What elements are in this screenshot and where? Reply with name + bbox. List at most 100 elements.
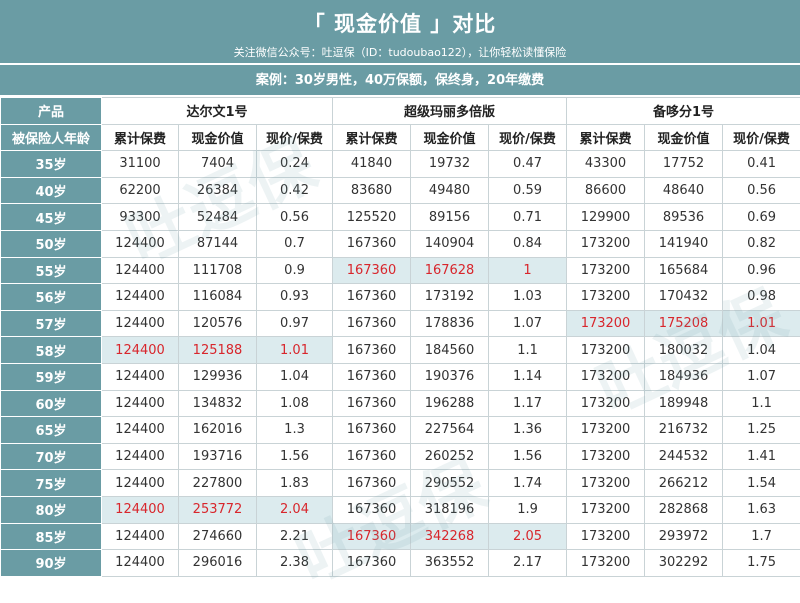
table-cell: 173200 [567, 257, 645, 284]
table-cell: 1.17 [489, 390, 567, 417]
table-cell: 274660 [179, 523, 257, 550]
product-label: 产品 [1, 98, 102, 125]
table-cell: 1.75 [723, 550, 800, 577]
table-cell: 0.98 [723, 284, 800, 311]
table-cell: 260252 [411, 443, 489, 470]
table-cell: 167360 [333, 550, 411, 577]
table-cell: 167360 [333, 284, 411, 311]
table-cell: 167360 [333, 363, 411, 390]
table-cell: 48640 [645, 177, 723, 204]
table-cell: 342268 [411, 523, 489, 550]
table-cell: 1.1 [489, 337, 567, 364]
table-cell: 124400 [102, 363, 179, 390]
product-header-row: 产品 达尔文1号 超级玛丽多倍版 备哆分1号 [1, 98, 800, 125]
table-cell: 1.03 [489, 284, 567, 311]
table-cell: 124400 [102, 390, 179, 417]
table-cell: 190376 [411, 363, 489, 390]
table-cell: 1.14 [489, 363, 567, 390]
table-cell: 167360 [333, 496, 411, 523]
table-cell: 0.97 [257, 310, 333, 337]
title-bar: 「 现金价值 」对比 关注微信公众号：吐逗保（ID：tudoubao122），让… [0, 0, 800, 65]
table-cell: 178836 [411, 310, 489, 337]
table-cell: 363552 [411, 550, 489, 577]
table-cell: 0.96 [723, 257, 800, 284]
age-cell: 40岁 [1, 177, 102, 204]
table-cell: 167360 [333, 230, 411, 257]
table-cell: 167360 [333, 390, 411, 417]
table-cell: 0.84 [489, 230, 567, 257]
cash-value-table: 产品 达尔文1号 超级玛丽多倍版 备哆分1号 被保险人年龄 累计保费 现金价值 … [0, 97, 800, 577]
page: 「 现金价值 」对比 关注微信公众号：吐逗保（ID：tudoubao122），让… [0, 0, 800, 577]
table-cell: 0.71 [489, 204, 567, 231]
column-header: 累计保费 [102, 124, 179, 151]
table-cell: 89156 [411, 204, 489, 231]
age-label: 被保险人年龄 [1, 124, 102, 151]
table-cell: 167360 [333, 337, 411, 364]
table-cell: 141940 [645, 230, 723, 257]
table-cell: 167360 [333, 417, 411, 444]
age-cell: 60岁 [1, 390, 102, 417]
table-cell: 1.07 [489, 310, 567, 337]
page-subtitle: 关注微信公众号：吐逗保（ID：tudoubao122），让你轻松读懂保险 [0, 44, 800, 60]
age-cell: 45岁 [1, 204, 102, 231]
table-cell: 184936 [645, 363, 723, 390]
table-cell: 124400 [102, 284, 179, 311]
table-cell: 175208 [645, 310, 723, 337]
table-cell: 0.93 [257, 284, 333, 311]
table-cell: 1.7 [723, 523, 800, 550]
table-cell: 124400 [102, 417, 179, 444]
table-cell: 180032 [645, 337, 723, 364]
table-cell: 173200 [567, 363, 645, 390]
case-description: 案例：30岁男性，40万保额，保终身，20年缴费 [0, 65, 800, 97]
table-cell: 1 [489, 257, 567, 284]
table-cell: 290552 [411, 470, 489, 497]
table-cell: 125188 [179, 337, 257, 364]
table-cell: 0.56 [723, 177, 800, 204]
column-header: 现金价值 [179, 124, 257, 151]
page-title: 「 现金价值 」对比 [0, 8, 800, 38]
table-cell: 31100 [102, 151, 179, 178]
table-cell: 124400 [102, 337, 179, 364]
column-header: 现价/保费 [489, 124, 567, 151]
age-cell: 35岁 [1, 151, 102, 178]
table-cell: 173200 [567, 390, 645, 417]
table-cell: 124400 [102, 443, 179, 470]
column-header-row: 被保险人年龄 累计保费 现金价值 现价/保费 累计保费 现金价值 现价/保费 累… [1, 124, 800, 151]
product-name: 备哆分1号 [567, 98, 800, 125]
table-cell: 1.56 [257, 443, 333, 470]
age-cell: 70岁 [1, 443, 102, 470]
age-cell: 57岁 [1, 310, 102, 337]
table-cell: 173200 [567, 284, 645, 311]
table-cell: 1.56 [489, 443, 567, 470]
table-cell: 1.1 [723, 390, 800, 417]
age-cell: 56岁 [1, 284, 102, 311]
product-name: 超级玛丽多倍版 [333, 98, 567, 125]
table-cell: 244532 [645, 443, 723, 470]
table-cell: 216732 [645, 417, 723, 444]
table-cell: 124400 [102, 230, 179, 257]
table-cell: 83680 [333, 177, 411, 204]
table-cell: 167360 [333, 310, 411, 337]
table-cell: 129900 [567, 204, 645, 231]
table-cell: 111708 [179, 257, 257, 284]
column-header: 现价/保费 [723, 124, 800, 151]
table-cell: 7404 [179, 151, 257, 178]
table-cell: 1.01 [723, 310, 800, 337]
table-cell: 184560 [411, 337, 489, 364]
product-name: 达尔文1号 [102, 98, 333, 125]
table-cell: 124400 [102, 470, 179, 497]
table-cell: 52484 [179, 204, 257, 231]
table-cell: 1.54 [723, 470, 800, 497]
table-cell: 167360 [333, 523, 411, 550]
table-cell: 253772 [179, 496, 257, 523]
table-cell: 124400 [102, 523, 179, 550]
column-header: 现金价值 [411, 124, 489, 151]
